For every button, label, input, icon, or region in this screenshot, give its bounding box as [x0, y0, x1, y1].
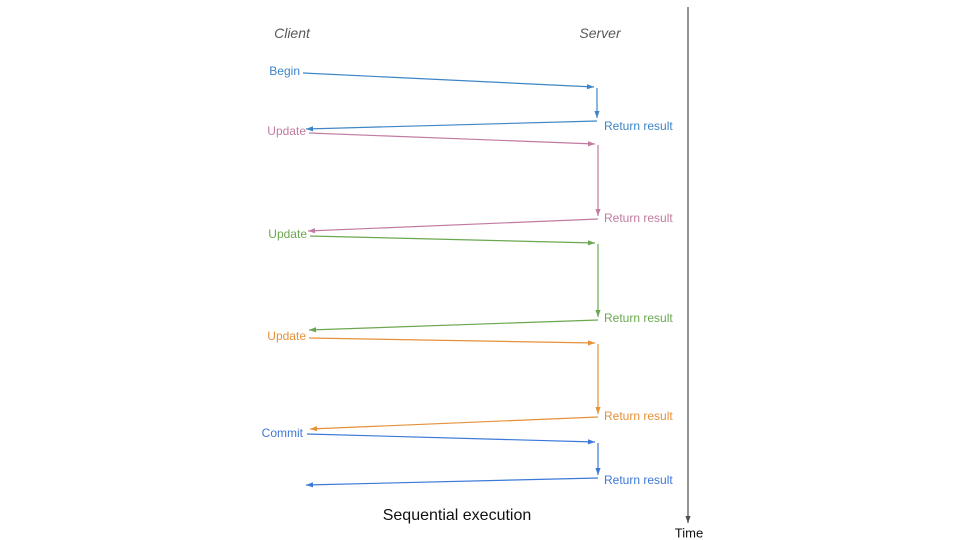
return-result-label: Return result: [604, 311, 673, 325]
return-arrow-head: [306, 126, 314, 132]
operation-label: Update: [268, 227, 307, 241]
request-arrow-line: [306, 433, 596, 443]
operation-label: Begin: [269, 64, 300, 78]
time-axis-arrow-head: [685, 516, 691, 523]
time-axis-label: Time: [674, 525, 704, 540]
return-result-label: Return result: [604, 473, 673, 487]
request-arrow-head: [587, 439, 595, 445]
request-arrow-head: [586, 84, 594, 90]
return-arrow-head: [310, 426, 318, 432]
return-result-label: Return result: [604, 211, 673, 225]
return-result-label: Return result: [604, 409, 673, 423]
return-result-label: Return result: [604, 119, 673, 133]
return-arrow-line: [307, 218, 599, 232]
process-arrow-head: [595, 310, 601, 317]
server-header: Server: [579, 25, 621, 41]
return-arrow-head: [308, 228, 316, 234]
operation-label: Update: [267, 124, 306, 138]
request-arrow-line: [308, 132, 596, 145]
return-arrow-line: [308, 319, 599, 331]
return-arrow-head: [309, 327, 317, 333]
return-arrow-line: [305, 120, 598, 130]
return-arrow-head: [306, 482, 314, 488]
process-arrow-head: [595, 407, 601, 414]
request-arrow-head: [587, 141, 595, 147]
process-arrow-head: [595, 468, 601, 475]
request-arrow-line: [309, 235, 596, 244]
return-arrow-line: [305, 477, 599, 486]
diagram-title: Sequential execution: [382, 507, 532, 524]
request-arrow-head: [587, 340, 595, 346]
process-arrow-head: [595, 209, 601, 216]
client-header: Client: [274, 25, 310, 41]
request-arrow-line: [308, 337, 596, 344]
operation-label: Update: [267, 329, 306, 343]
operation-label: Commit: [261, 426, 303, 440]
request-arrow-line: [302, 72, 595, 88]
process-arrow-head: [594, 111, 600, 118]
return-arrow-line: [309, 416, 599, 430]
request-arrow-head: [587, 240, 595, 246]
